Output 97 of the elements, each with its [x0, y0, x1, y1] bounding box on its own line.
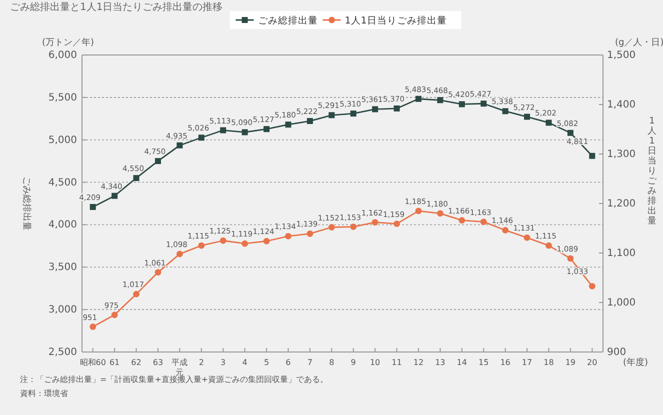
point [502, 227, 509, 234]
text: (年度) [623, 357, 648, 368]
y-tick-label: 4,500 [48, 177, 77, 188]
x-tick-label: 3 [220, 358, 226, 367]
point [306, 118, 313, 124]
x-tick-label: 61 [109, 358, 120, 367]
point [480, 218, 487, 226]
point [372, 106, 378, 112]
point [242, 129, 248, 136]
x-tick-label: 7 [307, 358, 312, 367]
x-tick-label: 11 [392, 358, 402, 367]
point [198, 134, 204, 141]
point [458, 217, 466, 224]
x-tick-label: 14 [456, 358, 467, 367]
point [589, 152, 596, 159]
y2-tick-label: 1,200 [607, 198, 636, 210]
x-tick-label: 2 [198, 358, 204, 367]
point [90, 324, 96, 330]
x-tick-label: 6 [286, 358, 291, 367]
point [264, 126, 270, 132]
text: (g／人・日) [615, 37, 663, 48]
text: 1人1日当りごみ排出量 [648, 116, 656, 226]
point [436, 210, 444, 217]
x-tick-label: 10 [370, 358, 380, 367]
point [154, 158, 161, 164]
point [220, 237, 226, 244]
point [415, 208, 422, 214]
point [111, 312, 118, 318]
text: (万トン／年) [42, 37, 94, 48]
point [112, 192, 118, 199]
point [458, 101, 465, 108]
point [350, 224, 357, 230]
y2-tick-label: 1,400 [607, 100, 636, 110]
point [415, 96, 422, 102]
point [546, 120, 552, 126]
y2-tick-label: 1,100 [607, 248, 636, 259]
legend-label: ごみ総排出量 [258, 14, 318, 26]
y2-tick-label: 900 [607, 347, 626, 358]
point [285, 122, 292, 128]
x-tick-label: 13 [435, 358, 446, 367]
y-tick-label: 4,000 [48, 220, 77, 231]
point [176, 142, 183, 148]
x-tick-label: 9 [350, 358, 356, 367]
y-tick-label: 6,000 [48, 50, 77, 61]
point [437, 97, 444, 104]
point [220, 127, 226, 134]
point [502, 108, 508, 114]
point [242, 240, 248, 247]
x-tick-label: 63 [152, 358, 164, 367]
point [567, 255, 574, 262]
point [524, 114, 530, 120]
chart-title: ごみ総排出量と1人1日当たりごみ排出量の推移 [10, 1, 223, 13]
x-tick-label: 4 [242, 358, 248, 367]
point [350, 110, 356, 117]
point [176, 250, 183, 258]
y2-tick-label: 1,000 [607, 298, 636, 308]
x-tick-label: 平成元 [172, 358, 188, 377]
y2-tick-label: 1,500 [607, 50, 636, 61]
x-tick-label: 62 [131, 358, 142, 367]
point [524, 234, 530, 241]
point [394, 220, 400, 227]
point [328, 112, 335, 118]
x-tick-label: 19 [565, 358, 576, 367]
point [198, 242, 205, 249]
legend-label: 1人1日当りごみ排出量 [344, 14, 447, 26]
point [285, 232, 292, 240]
text: 資料：環境省 [20, 389, 68, 398]
point [567, 130, 574, 136]
y-tick-label: 3,000 [48, 304, 77, 316]
point [372, 219, 378, 226]
point [546, 242, 552, 249]
point [394, 105, 400, 112]
point [588, 282, 596, 290]
x-tick-label: 18 [544, 358, 554, 367]
x-tick-label: 15 [478, 358, 489, 367]
y-tick-label: 3,500 [48, 262, 77, 274]
y2-tick-label: 1,300 [607, 149, 636, 160]
point [133, 290, 140, 298]
point [306, 230, 314, 237]
point [154, 269, 162, 276]
x-tick-label: 5 [264, 358, 270, 367]
point [133, 175, 140, 182]
x-tick-label: 昭和60 [80, 358, 106, 367]
y-tick-label: 5,500 [48, 92, 77, 104]
y-axis-title: ごみ総排出量 [21, 176, 32, 230]
x-tick-label: 16 [500, 358, 510, 367]
y-tick-label: 2,500 [48, 347, 77, 358]
x-tick-label: 20 [587, 358, 598, 367]
x-tick-label: 17 [522, 358, 532, 367]
x-tick-label: 12 [413, 358, 424, 367]
point [263, 238, 270, 244]
point [328, 224, 335, 230]
point [90, 204, 96, 210]
y-tick-label: 5,000 [48, 134, 77, 146]
text: 注：「ごみ総排出量」=「計画収集量+直接搬入量+資源ごみの集団回収量」である。 [20, 375, 328, 384]
point [480, 100, 487, 107]
x-tick-label: 8 [329, 358, 334, 367]
